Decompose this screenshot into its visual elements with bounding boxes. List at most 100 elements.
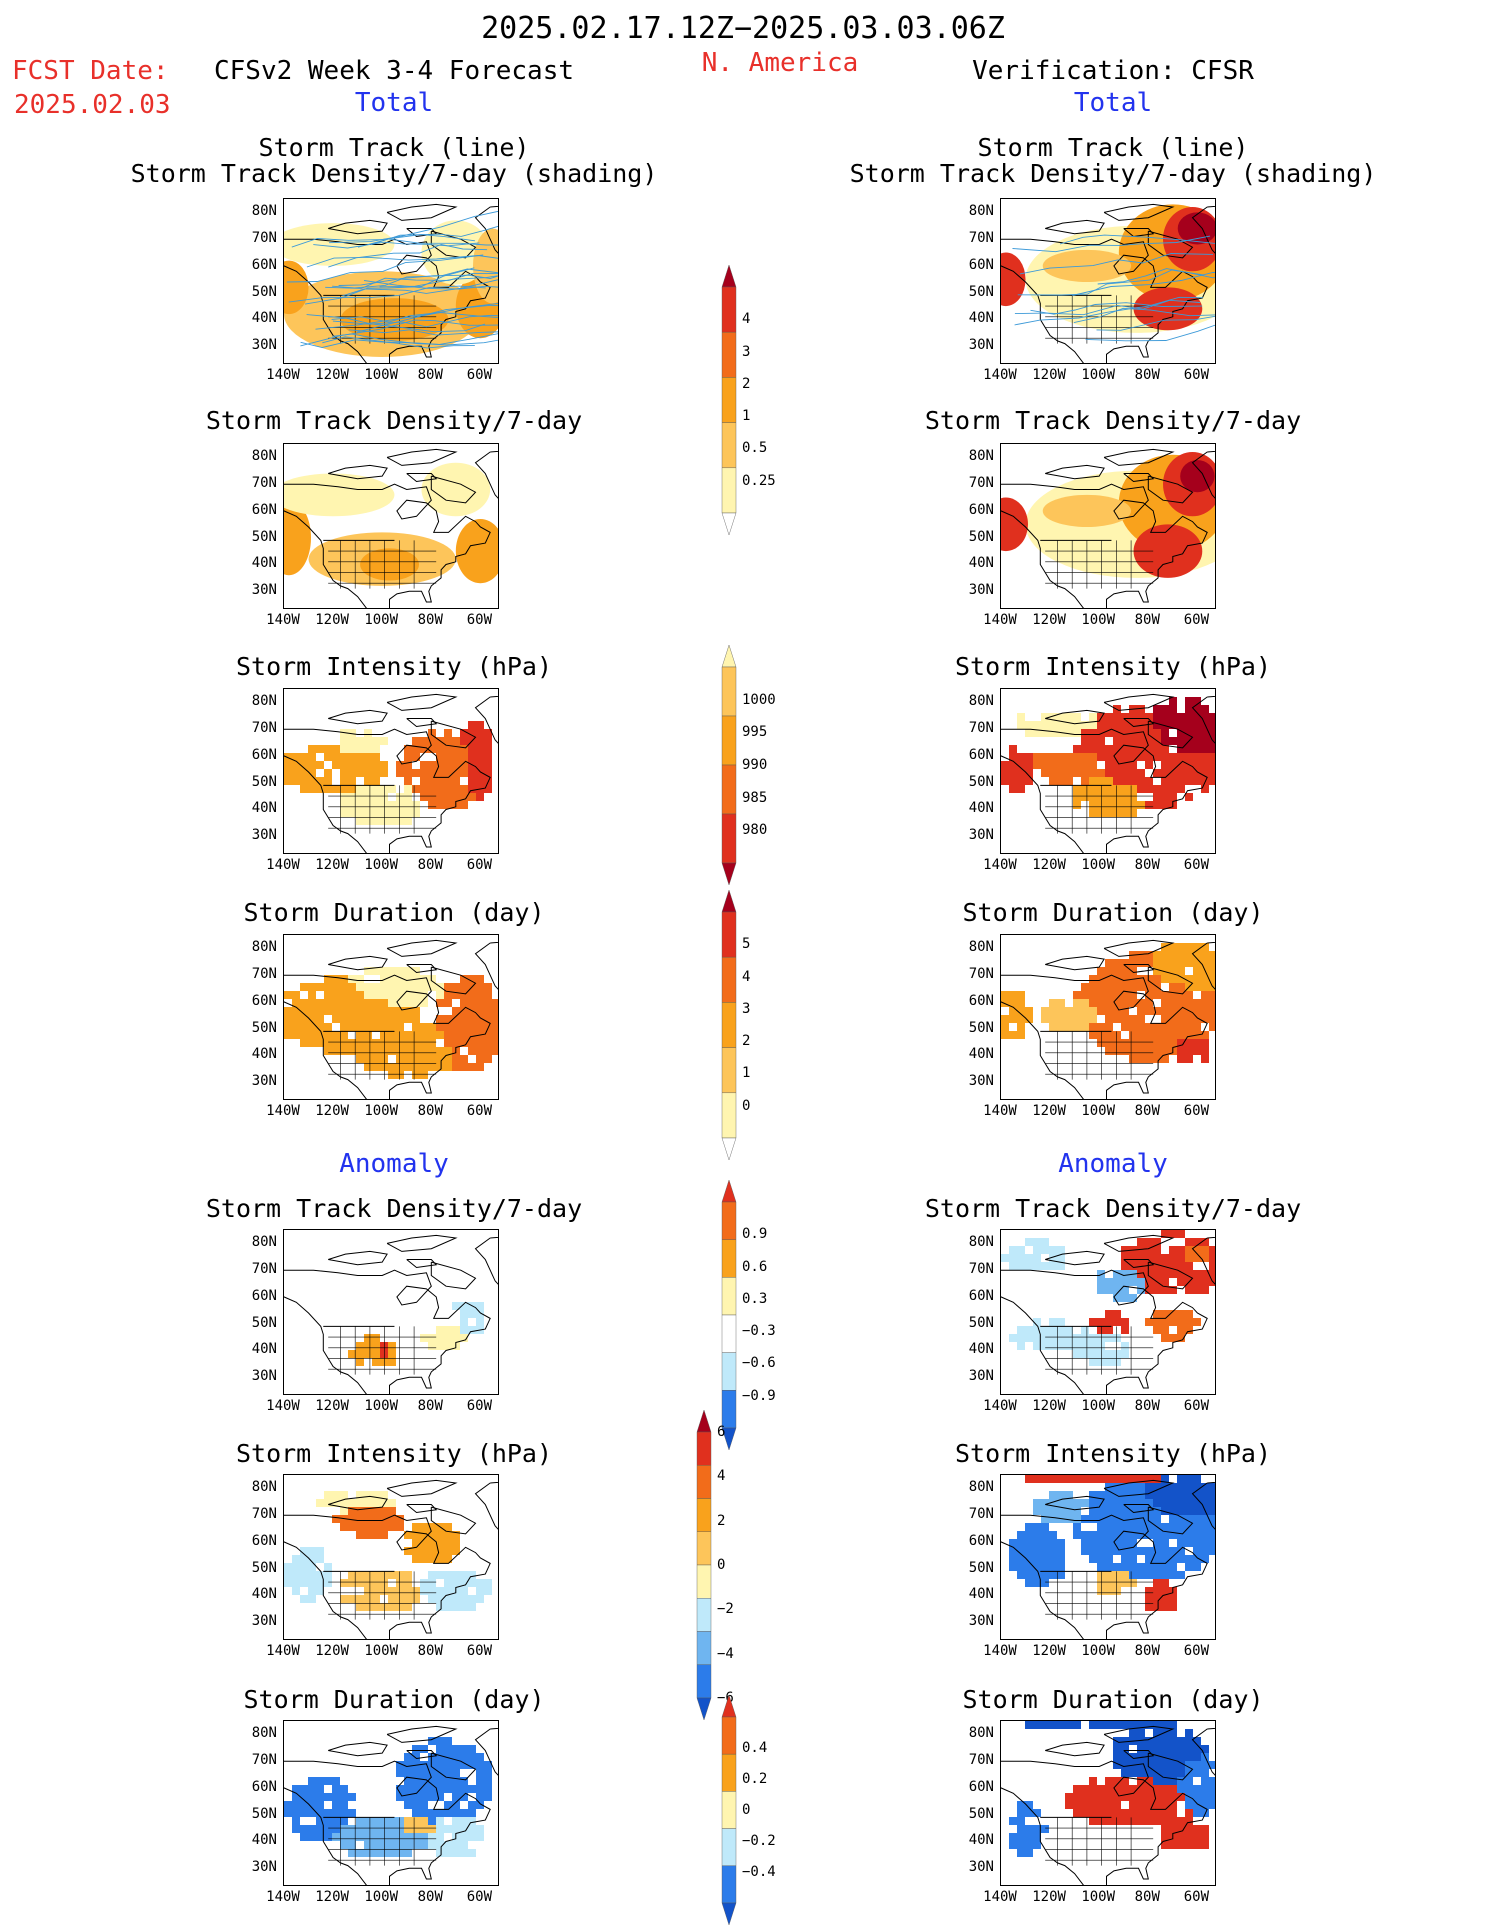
shade-cell xyxy=(316,1555,324,1563)
shade-cell xyxy=(428,1539,436,1547)
shade-cell xyxy=(340,1809,348,1817)
shade-cell xyxy=(388,1571,396,1579)
shade-cell xyxy=(1041,1571,1049,1579)
shade-cell xyxy=(1201,1801,1209,1809)
shade-cell xyxy=(1097,1793,1105,1801)
shade-cell xyxy=(1161,1254,1169,1262)
shade-cell xyxy=(1049,1555,1057,1563)
map-panel-track-fcst xyxy=(283,198,499,364)
colorbar-segment xyxy=(721,1352,737,1391)
shade-cell xyxy=(460,1310,468,1318)
shade-cell xyxy=(1033,1539,1041,1547)
shade-cell xyxy=(1129,721,1137,729)
shade-cell xyxy=(340,793,348,801)
shade-cell xyxy=(396,1849,404,1857)
shade-cell xyxy=(284,1563,292,1571)
shade-cell xyxy=(1097,1358,1105,1366)
shade-cell xyxy=(1097,983,1105,991)
shade-cell xyxy=(324,1793,332,1801)
shade-cell xyxy=(1129,1015,1137,1023)
shade-cell xyxy=(444,761,452,769)
shade-cell xyxy=(1169,1515,1177,1523)
shade-cell xyxy=(300,1793,308,1801)
shade-cell xyxy=(1025,1262,1033,1270)
shade-cell xyxy=(380,1833,388,1841)
state-borders xyxy=(323,539,437,589)
shade-cell xyxy=(1097,991,1105,999)
shade-cell xyxy=(396,967,404,975)
shade-cell xyxy=(380,817,388,825)
shade-cell xyxy=(1057,1023,1065,1031)
lon-tick-label: 140W xyxy=(983,367,1017,383)
coastline xyxy=(1001,483,1208,608)
shade-cell xyxy=(1113,1721,1121,1729)
shade-cell xyxy=(1113,1539,1121,1547)
shade-cell xyxy=(420,1841,428,1849)
shade-cell xyxy=(396,999,404,1007)
shade-cell xyxy=(1185,777,1193,785)
shade-cell xyxy=(1129,991,1137,999)
storm-track xyxy=(315,304,498,330)
shade-cell xyxy=(404,1579,412,1587)
shade-cell xyxy=(316,1499,324,1507)
shade-cell xyxy=(1161,1023,1169,1031)
shade-cell xyxy=(1193,1785,1201,1793)
shade-cell xyxy=(484,1777,492,1785)
shade-cell xyxy=(348,769,356,777)
shade-cell xyxy=(1137,1483,1145,1491)
shade-cell xyxy=(1193,769,1201,777)
forecast-title: CFSv2 Week 3-4 Forecast xyxy=(213,56,575,86)
shade-cell xyxy=(1097,1515,1105,1523)
coastline xyxy=(1103,939,1175,957)
shade-cell xyxy=(1025,729,1033,737)
shade-cell xyxy=(436,1841,444,1849)
panel-title-duration-anom-ver: Storm Duration (day) xyxy=(962,1685,1264,1714)
shade-cell xyxy=(292,1023,300,1031)
shade-cell xyxy=(1049,1326,1057,1334)
shade-cell xyxy=(1081,1326,1089,1334)
shade-cell xyxy=(388,1015,396,1023)
shade-cell xyxy=(1097,737,1105,745)
shade-cell xyxy=(1145,761,1153,769)
shade-cell xyxy=(476,991,484,999)
coastline-layer xyxy=(1001,1725,1215,1885)
shade-cell xyxy=(1169,761,1177,769)
lon-tick-label: 80W xyxy=(417,1398,443,1414)
shade-cell xyxy=(348,991,356,999)
shade-cell xyxy=(1033,729,1041,737)
shade-cell xyxy=(1049,1254,1057,1262)
shade-cell xyxy=(420,975,428,983)
lat-tick-label: 40N xyxy=(968,310,994,327)
shade-cell xyxy=(332,991,340,999)
storm-track xyxy=(313,241,480,249)
shade-cell xyxy=(1169,1737,1177,1745)
shade-cell xyxy=(292,1817,300,1825)
shade-cell xyxy=(1201,1809,1209,1817)
shade-cell xyxy=(308,1015,316,1023)
shade-cell xyxy=(1121,801,1129,809)
shade-cell xyxy=(1097,1563,1105,1571)
shade-cell xyxy=(364,1515,372,1523)
coastline xyxy=(474,1727,498,1776)
shade-cell xyxy=(452,761,460,769)
shade-cell xyxy=(1169,975,1177,983)
lon-tick-label: 140W xyxy=(983,1643,1017,1659)
shade-cell xyxy=(1145,1761,1153,1769)
shade-cell xyxy=(1169,1015,1177,1023)
shade-cell xyxy=(332,1785,340,1793)
shade-cell xyxy=(1209,999,1215,1007)
shade-cell xyxy=(1105,1310,1113,1318)
shade-cell xyxy=(1113,721,1121,729)
shade-cell xyxy=(308,1555,316,1563)
shade-cell xyxy=(1153,1326,1161,1334)
shade-cell xyxy=(1025,1254,1033,1262)
shade-cell xyxy=(316,1031,324,1039)
shade-cell xyxy=(1185,1817,1193,1825)
shade-cell xyxy=(372,1491,380,1499)
shade-cell xyxy=(1169,1793,1177,1801)
shade-cell xyxy=(1161,1785,1169,1793)
shade-cell xyxy=(308,1801,316,1809)
shade-cell xyxy=(1073,729,1081,737)
shade-cell xyxy=(428,1841,436,1849)
shade-cell xyxy=(364,967,372,975)
